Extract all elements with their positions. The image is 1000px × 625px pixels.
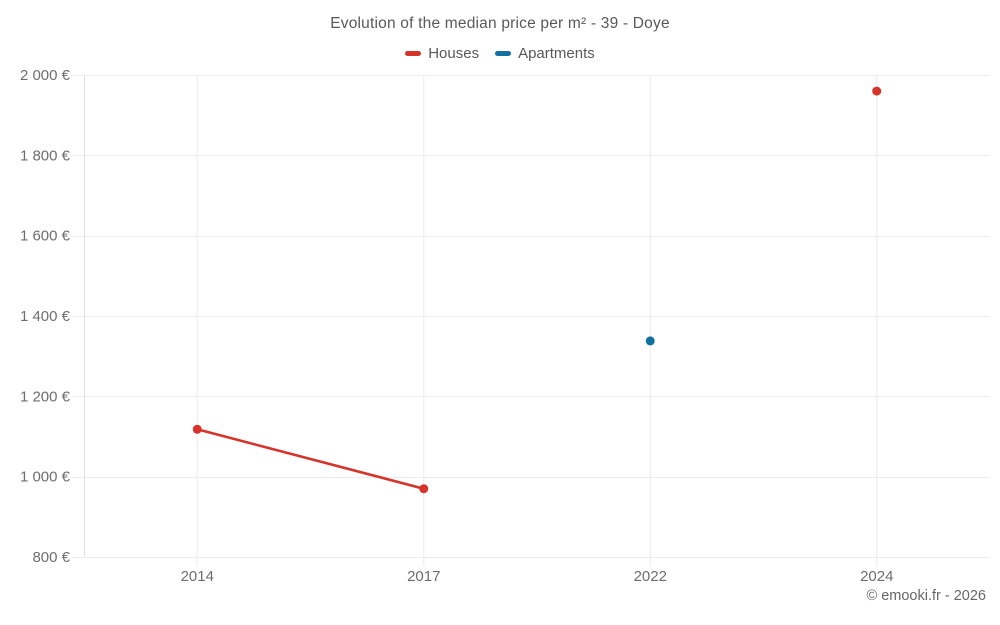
chart-title: Evolution of the median price per m² - 3… — [330, 15, 670, 32]
y-tick-label-1800: 1 800 € — [20, 147, 71, 164]
chart-legend: Houses Apartments — [0, 45, 1000, 62]
data-point-apartments-2022[interactable] — [645, 336, 655, 346]
apartments-series-swatch-icon — [495, 51, 512, 56]
data-point-houses-2024[interactable] — [872, 86, 882, 96]
data-point-houses-2017[interactable] — [419, 484, 429, 494]
legend-item-houses[interactable]: Houses — [405, 45, 479, 62]
y-tick-label-2000: 2 000 € — [20, 67, 71, 84]
houses-series-swatch-icon — [405, 51, 422, 56]
y-tick-label-1600: 1 600 € — [20, 228, 71, 245]
y-tick-label-1400: 1 400 € — [20, 308, 71, 325]
data-point-houses-2014[interactable] — [192, 424, 202, 434]
x-tick-label-2017: 2017 — [407, 568, 440, 585]
copyright-note: © emooki.fr - 2026 — [866, 588, 986, 604]
series-line-houses — [195, 427, 426, 491]
y-tick-label-1000: 1 000 € — [20, 469, 71, 486]
legend-item-apartments[interactable]: Apartments — [495, 45, 595, 62]
legend-label-houses: Houses — [428, 45, 480, 62]
legend-label-apartments: Apartments — [518, 45, 595, 62]
x-tick-label-2022: 2022 — [634, 568, 667, 585]
y-tick-label-800: 800 € — [32, 549, 70, 566]
x-tick-label-2024: 2024 — [860, 568, 893, 585]
x-tick-label-2014: 2014 — [181, 568, 214, 585]
y-tick-label-1200: 1 200 € — [20, 388, 71, 405]
